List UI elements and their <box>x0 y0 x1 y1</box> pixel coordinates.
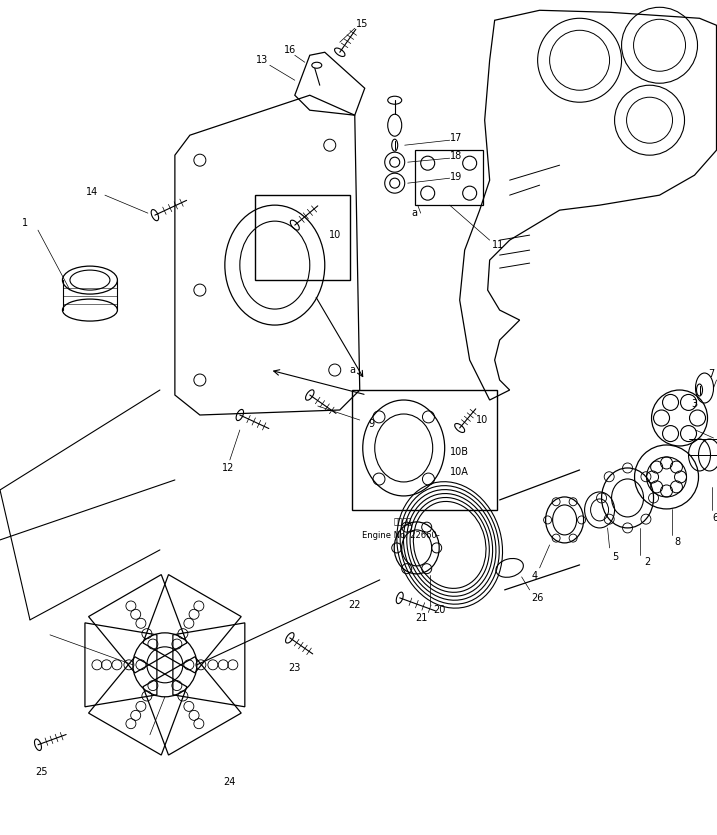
Text: 19: 19 <box>450 172 462 182</box>
Text: 8: 8 <box>675 537 680 547</box>
Bar <box>255 195 350 280</box>
Text: 10: 10 <box>328 230 341 240</box>
Text: 2: 2 <box>645 557 650 567</box>
Text: 10B: 10B <box>450 447 469 457</box>
Text: 17: 17 <box>450 134 462 143</box>
Text: a: a <box>412 208 418 218</box>
Text: 10A: 10A <box>450 467 469 477</box>
Text: 12: 12 <box>222 463 234 473</box>
Text: a: a <box>350 365 356 375</box>
Text: 14: 14 <box>86 187 98 197</box>
Text: 4: 4 <box>531 571 538 581</box>
Text: 20: 20 <box>434 605 446 615</box>
Bar <box>352 390 497 510</box>
Text: 通用号码: 通用号码 <box>394 518 412 526</box>
Text: 21: 21 <box>416 613 428 623</box>
Text: 16: 16 <box>284 45 296 55</box>
Text: 3: 3 <box>691 399 698 409</box>
Text: 18: 18 <box>450 151 462 161</box>
Text: 1: 1 <box>22 218 28 228</box>
Text: 13: 13 <box>256 55 268 65</box>
Text: Engine No. 22660-: Engine No. 22660- <box>362 531 440 540</box>
Text: 23: 23 <box>289 663 301 673</box>
Text: 9: 9 <box>369 419 375 429</box>
Text: 22: 22 <box>348 600 361 610</box>
Text: 25: 25 <box>36 767 48 777</box>
Bar <box>414 150 483 205</box>
Text: 15: 15 <box>356 19 368 29</box>
Text: 5: 5 <box>612 552 619 562</box>
Text: 6: 6 <box>713 513 717 523</box>
Text: 24: 24 <box>224 777 236 787</box>
Text: 26: 26 <box>531 593 543 603</box>
Text: 10: 10 <box>475 415 488 425</box>
Text: 11: 11 <box>492 240 504 250</box>
Text: 7: 7 <box>708 369 715 379</box>
